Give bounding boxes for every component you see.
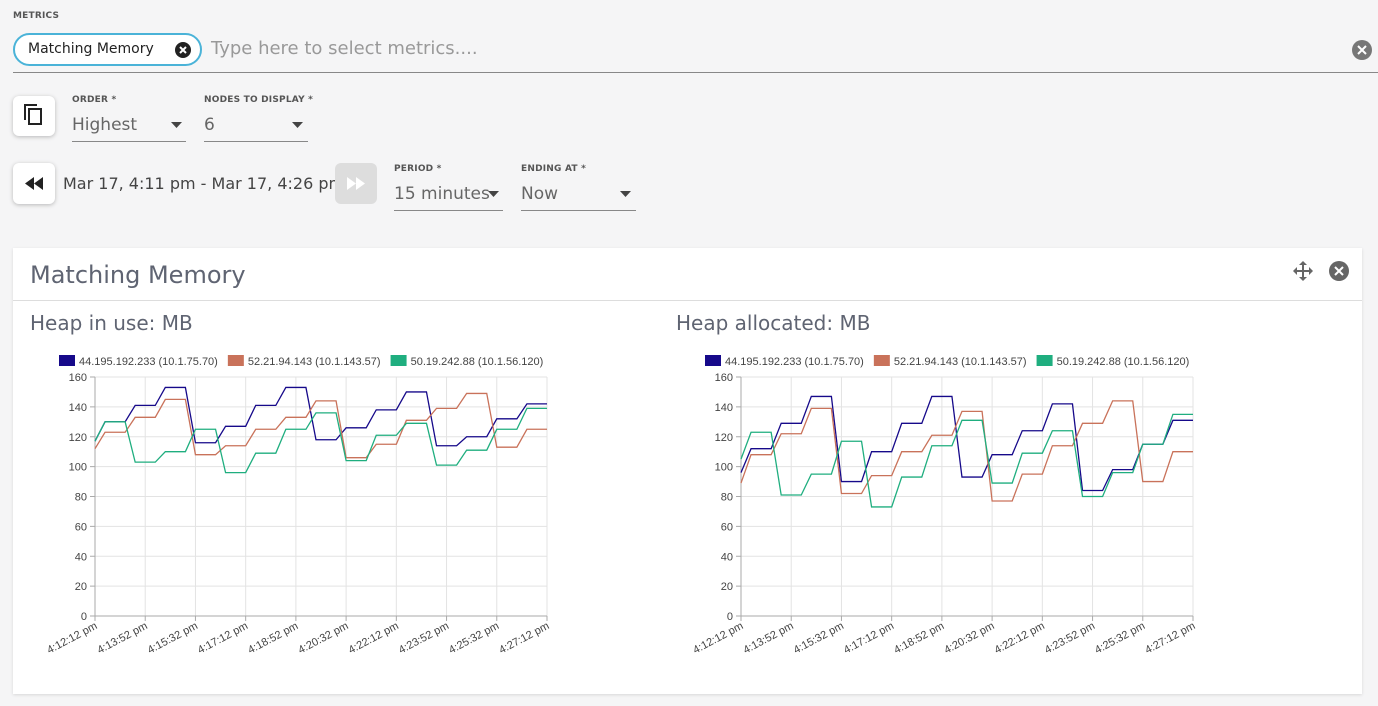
- y-tick-label: 160: [69, 372, 87, 384]
- y-tick-label: 0: [81, 611, 87, 623]
- series-line: [740, 395, 1193, 492]
- series-line: [94, 386, 547, 447]
- x-tick-label: 4:13:52 pm: [741, 620, 795, 656]
- x-tick-label: 4:17:12 pm: [842, 620, 896, 656]
- y-tick-label: 160: [715, 372, 733, 384]
- x-tick-label: 4:23:52 pm: [397, 620, 451, 656]
- rewind-icon: [25, 177, 43, 190]
- y-tick-label: 60: [721, 521, 733, 533]
- search-placeholder[interactable]: Type here to select metrics....: [211, 38, 478, 59]
- legend-swatch: [59, 355, 75, 366]
- x-tick-label: 4:12:12 pm: [45, 620, 99, 656]
- y-tick-label: 120: [715, 432, 733, 444]
- clear-button[interactable]: [1352, 40, 1372, 60]
- x-tick-label: 4:15:32 pm: [792, 620, 846, 656]
- x-tick-label: 4:25:32 pm: [1093, 620, 1147, 656]
- order-value[interactable]: Highest: [72, 115, 138, 135]
- time-range: Mar 17, 4:11 pm - Mar 17, 4:26 pm: [63, 174, 345, 193]
- x-tick-label: 4:23:52 pm: [1043, 620, 1097, 656]
- y-tick-label: 80: [721, 492, 733, 504]
- close-button[interactable]: [1329, 261, 1349, 281]
- y-tick-label: 140: [715, 402, 733, 414]
- metrics-label: METRICS: [13, 11, 60, 21]
- x-tick-label: 4:15:32 pm: [146, 620, 200, 656]
- series-line: [94, 407, 547, 474]
- series-line: [94, 392, 547, 459]
- dropdown-arrow: [292, 122, 303, 128]
- x-tick-label: 4:18:52 pm: [892, 620, 946, 656]
- forward-button[interactable]: [335, 163, 377, 204]
- y-tick-label: 60: [75, 521, 87, 533]
- x-tick-label: 4:18:52 pm: [246, 620, 300, 656]
- ending-underline: [521, 210, 636, 211]
- order-label: ORDER *: [72, 95, 117, 105]
- legend-label: 52.21.94.143 (10.1.143.57): [894, 356, 1027, 368]
- legend-label: 52.21.94.143 (10.1.143.57): [248, 356, 381, 368]
- x-tick-label: 4:27:12 pm: [497, 620, 551, 656]
- rewind-button[interactable]: [13, 163, 55, 204]
- series-line: [740, 413, 1193, 508]
- x-tick-label: 4:22:12 pm: [993, 620, 1047, 656]
- legend-label: 44.195.192.233 (10.1.75.70): [79, 356, 218, 368]
- y-tick-label: 20: [75, 581, 87, 593]
- forward-icon: [347, 177, 365, 190]
- dropdown-arrow: [488, 191, 499, 197]
- chip-remove[interactable]: [175, 42, 191, 58]
- x-tick-label: 4:20:32 pm: [942, 620, 996, 656]
- period-underline: [394, 210, 503, 211]
- x-tick-label: 4:17:12 pm: [196, 620, 250, 656]
- y-tick-label: 40: [721, 551, 733, 563]
- panel-title: Matching Memory: [30, 261, 246, 289]
- legend-swatch: [390, 355, 407, 366]
- x-tick-label: 4:25:32 pm: [447, 620, 501, 656]
- copy-icon: [24, 104, 42, 125]
- legend-swatch: [705, 355, 721, 366]
- divider: [13, 300, 1362, 301]
- chip-label: Matching Memory: [28, 41, 154, 57]
- chart-title: Heap in use: MB: [30, 311, 193, 335]
- ending-label: ENDING AT *: [521, 164, 586, 174]
- chart: 0 20 40 60 80 100 120 140 160 4:12:12 pm4:13:52 p…: [45, 355, 551, 656]
- y-tick-label: 40: [75, 551, 87, 563]
- legend-swatch: [1036, 355, 1053, 366]
- period-label: PERIOD *: [394, 164, 442, 174]
- y-tick-label: 140: [69, 402, 87, 414]
- y-tick-label: 100: [69, 462, 87, 474]
- legend-swatch: [227, 355, 244, 366]
- y-tick-label: 80: [75, 492, 87, 504]
- legend-label: 50.19.242.88 (10.1.56.120): [411, 356, 544, 368]
- ending-value[interactable]: Now: [521, 184, 559, 204]
- search-underline: [13, 72, 1378, 73]
- copy-button[interactable]: [13, 96, 55, 136]
- nodes-value[interactable]: 6: [204, 115, 215, 135]
- legend-label: 44.195.192.233 (10.1.75.70): [725, 356, 864, 368]
- period-value[interactable]: 15 minutes: [394, 184, 490, 204]
- x-tick-label: 4:13:52 pm: [95, 620, 149, 656]
- chart-title: Heap allocated: MB: [676, 311, 871, 335]
- x-tick-label: 4:22:12 pm: [347, 620, 401, 656]
- series-line: [740, 400, 1193, 502]
- y-tick-label: 20: [721, 581, 733, 593]
- nodes-underline: [204, 141, 308, 142]
- y-tick-label: 100: [715, 462, 733, 474]
- order-underline: [72, 141, 186, 142]
- move-button[interactable]: [1292, 260, 1314, 282]
- y-tick-label: 120: [69, 432, 87, 444]
- dropdown-arrow: [620, 191, 631, 197]
- x-tick-label: 4:27:12 pm: [1143, 620, 1197, 656]
- metric-chip[interactable]: Matching Memory: [13, 33, 202, 66]
- legend-swatch: [873, 355, 890, 366]
- x-tick-label: 4:12:12 pm: [691, 620, 745, 656]
- dropdown-arrow: [171, 122, 182, 128]
- panel: Matching Memory Heap in use: MB Heap all…: [13, 248, 1362, 694]
- x-tick-label: 4:20:32 pm: [296, 620, 350, 656]
- y-tick-label: 0: [727, 611, 733, 623]
- nodes-label: NODES TO DISPLAY *: [204, 95, 314, 105]
- legend-label: 50.19.242.88 (10.1.56.120): [1057, 356, 1190, 368]
- chart: 0 20 40 60 80 100 120 140 160 4:12:12 pm4:13:52 p…: [691, 355, 1197, 656]
